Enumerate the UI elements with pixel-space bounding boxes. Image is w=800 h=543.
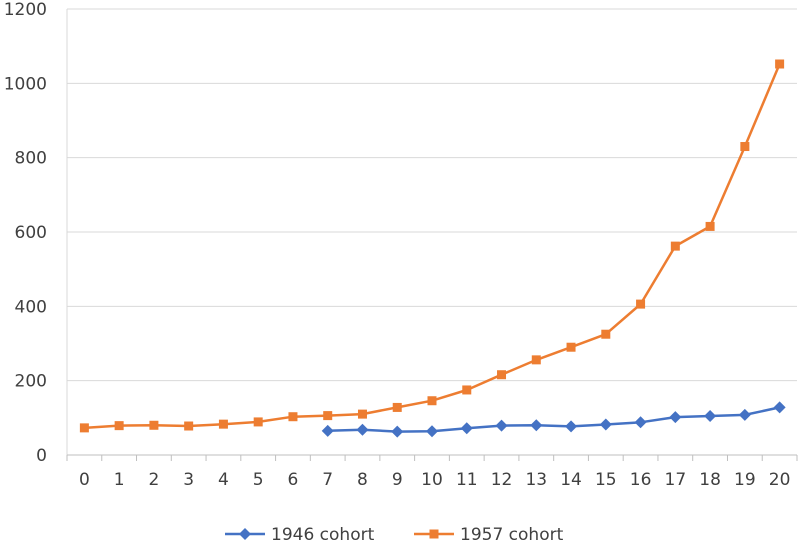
- y-tick-label: 800: [15, 149, 47, 169]
- x-tick-label: 19: [734, 470, 756, 490]
- data-point: [565, 420, 578, 433]
- data-point: [601, 329, 611, 339]
- x-tick-label: 6: [288, 470, 299, 490]
- y-tick-label: 1000: [4, 74, 47, 94]
- data-point: [634, 416, 647, 429]
- x-tick-label: 18: [699, 470, 721, 490]
- x-tick-label: 20: [769, 470, 791, 490]
- data-point: [288, 412, 298, 422]
- x-tick-label: 7: [322, 470, 333, 490]
- series-2: [79, 59, 785, 433]
- y-tick-label: 200: [15, 372, 47, 392]
- x-tick-label: 16: [630, 470, 652, 490]
- legend-item: 1957 cohort: [414, 525, 564, 543]
- x-tick-label: 14: [560, 470, 582, 490]
- x-axis-tick-labels: 0 1 2 3 4 5 6 7 8 9 10 11 12 13 14 15 16 17 18 19 20: [79, 470, 790, 490]
- x-tick-label: 8: [357, 470, 368, 490]
- x-tick-label: 10: [421, 470, 443, 490]
- x-tick-label: 3: [183, 470, 194, 490]
- x-tick-label: 12: [491, 470, 513, 490]
- data-point: [426, 425, 438, 438]
- data-point: [323, 411, 333, 421]
- x-tick-label: 13: [525, 470, 547, 490]
- data-point: [391, 425, 404, 438]
- legend-marker: [429, 529, 439, 539]
- x-tick-label: 4: [218, 470, 229, 490]
- data-point: [321, 424, 334, 437]
- x-tick-label: 9: [392, 470, 403, 490]
- y-tick-label: 0: [36, 446, 47, 466]
- legend: 1946 cohort 1957 cohort: [225, 525, 564, 543]
- x-tick-label: 11: [456, 470, 478, 490]
- data-point: [460, 422, 473, 435]
- x-tick-label: 0: [79, 470, 90, 490]
- data-point: [530, 419, 543, 432]
- legend-item: 1946 cohort: [225, 525, 375, 543]
- data-point: [79, 423, 89, 433]
- data-point: [253, 417, 263, 427]
- data-point: [704, 409, 717, 422]
- y-tick-label: 400: [15, 297, 47, 317]
- data-point: [636, 299, 646, 309]
- data-point: [218, 419, 228, 429]
- x-tick-label: 15: [595, 470, 617, 490]
- data-point: [149, 420, 159, 430]
- data-point: [773, 401, 786, 414]
- data-point: [427, 396, 437, 406]
- y-tick-label: 600: [15, 223, 47, 243]
- legend-label: 1946 cohort: [271, 525, 375, 543]
- legend-label: 1957 cohort: [460, 525, 564, 543]
- gridlines: [67, 8, 797, 382]
- x-tick-label: 1: [114, 470, 125, 490]
- data-point: [705, 221, 715, 231]
- data-point: [670, 241, 680, 251]
- data-point: [775, 59, 785, 69]
- data-point: [114, 421, 124, 431]
- data-point: [357, 409, 367, 419]
- data-point: [566, 342, 576, 352]
- x-tick-label: 5: [253, 470, 264, 490]
- data-point: [184, 421, 194, 431]
- x-axis: [66, 9, 798, 461]
- data-point: [462, 385, 472, 395]
- data-point: [669, 411, 682, 424]
- data-point: [738, 408, 751, 421]
- x-tick-label: 2: [148, 470, 159, 490]
- data-point: [599, 418, 612, 431]
- data-point: [497, 370, 507, 380]
- series-lines: [79, 59, 786, 438]
- x-tick-label: 17: [665, 470, 687, 490]
- y-tick-label: 1200: [4, 0, 47, 20]
- data-point: [356, 423, 369, 436]
- series-1: [321, 401, 786, 438]
- data-point: [392, 402, 402, 412]
- legend-marker: [239, 528, 251, 540]
- data-point: [740, 142, 750, 152]
- y-axis-tick-labels: 0 200 400 600 800 1000 1200: [4, 0, 47, 466]
- data-point: [531, 355, 541, 365]
- data-point: [495, 419, 508, 432]
